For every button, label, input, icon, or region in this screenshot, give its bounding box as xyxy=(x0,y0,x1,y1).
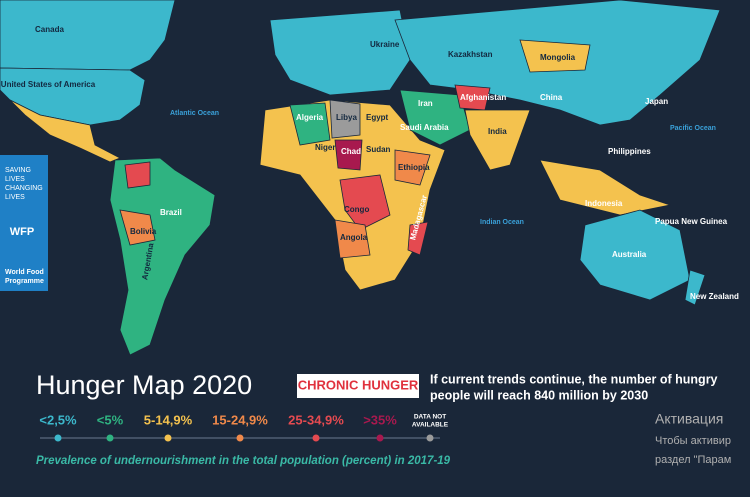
org: Programme xyxy=(5,278,44,285)
legend-label: <2,5% xyxy=(39,412,77,427)
country-label: Philippines xyxy=(608,147,651,156)
country-label: Kazakhstan xyxy=(448,50,493,59)
country-label: Indonesia xyxy=(585,199,623,208)
slogan: LIVES xyxy=(5,194,25,201)
legend-dot xyxy=(312,434,320,442)
watermark-line: раздел "Парам xyxy=(655,454,731,466)
slogan: SAVING xyxy=(5,167,31,174)
country-label: Niger xyxy=(315,143,335,152)
legend-label: 5-14,9% xyxy=(144,412,193,427)
country-label: Sudan xyxy=(366,145,391,154)
country-label: China xyxy=(540,93,563,102)
country-label: Papua New Guinea xyxy=(655,217,728,226)
watermark: Активация Чтобы активир раздел "Парам xyxy=(655,411,731,466)
title: Hunger Map 2020 xyxy=(36,370,252,400)
country-label: Saudi Arabia xyxy=(400,123,449,132)
legend-dot xyxy=(236,434,244,442)
slogan: CHANGING xyxy=(5,185,43,192)
country-label: Chad xyxy=(341,147,361,156)
logo: WFP xyxy=(10,226,34,238)
badge-box xyxy=(297,374,419,398)
legend-label: AVAILABLE xyxy=(412,422,449,429)
ocean-label: Indian Ocean xyxy=(480,219,524,226)
ocean-label: Pacific Ocean xyxy=(670,125,716,132)
country-label: Mongolia xyxy=(540,53,576,62)
sidebar-text: SAVING LIVES CHANGING LIVES WFP World Fo… xyxy=(5,167,44,285)
country-label: Australia xyxy=(612,250,647,259)
country-label: Ukraine xyxy=(370,40,400,49)
legend: <2,5% <5% 5-14,9% 15-24,9% 25-34,9% >35% DATA … xyxy=(39,412,449,442)
country-label: Iran xyxy=(418,99,433,108)
org: World Food xyxy=(5,269,44,276)
country-label: Ethiopia xyxy=(398,163,430,172)
legend-label: 15-24,9% xyxy=(212,412,268,427)
caption: Prevalence of undernourishment in the to… xyxy=(36,455,451,467)
country-label: Egypt xyxy=(366,113,389,122)
legend-dot xyxy=(426,434,434,442)
legend-label: <5% xyxy=(97,412,124,427)
badge: CHRONIC HUNGER xyxy=(298,377,419,392)
subtitle: people will reach 840 million by 2030 xyxy=(430,388,648,402)
legend-label: DATA NOT xyxy=(414,414,446,421)
legend-label: >35% xyxy=(363,412,397,427)
country-label: Angola xyxy=(340,233,368,242)
legend-dot xyxy=(376,434,384,442)
legend-dot xyxy=(54,434,62,442)
watermark-line: Чтобы активир xyxy=(655,435,731,447)
country-label: Congo xyxy=(344,205,369,214)
country-label: Canada xyxy=(35,25,64,34)
land xyxy=(0,0,721,356)
country-label: Japan xyxy=(645,97,668,106)
watermark-line: Активация xyxy=(655,411,723,427)
legend-dot xyxy=(106,434,114,442)
country-label: Bolivia xyxy=(130,227,157,236)
country-label: India xyxy=(488,127,507,136)
country-label: Algeria xyxy=(296,113,324,122)
country-label: Brazil xyxy=(160,208,182,217)
country-label: United States of America xyxy=(1,80,96,89)
legend-label: 25-34,9% xyxy=(288,412,344,427)
ocean-label: Atlantic Ocean xyxy=(170,110,219,117)
sidebar xyxy=(0,155,48,291)
country-label: Afghanistan xyxy=(460,93,506,102)
country-label: New Zealand xyxy=(690,292,739,301)
country-label: Libya xyxy=(336,113,357,122)
slogan: LIVES xyxy=(5,176,25,183)
subtitle: If current trends continue, the number o… xyxy=(430,372,718,386)
legend-dot xyxy=(164,434,172,442)
